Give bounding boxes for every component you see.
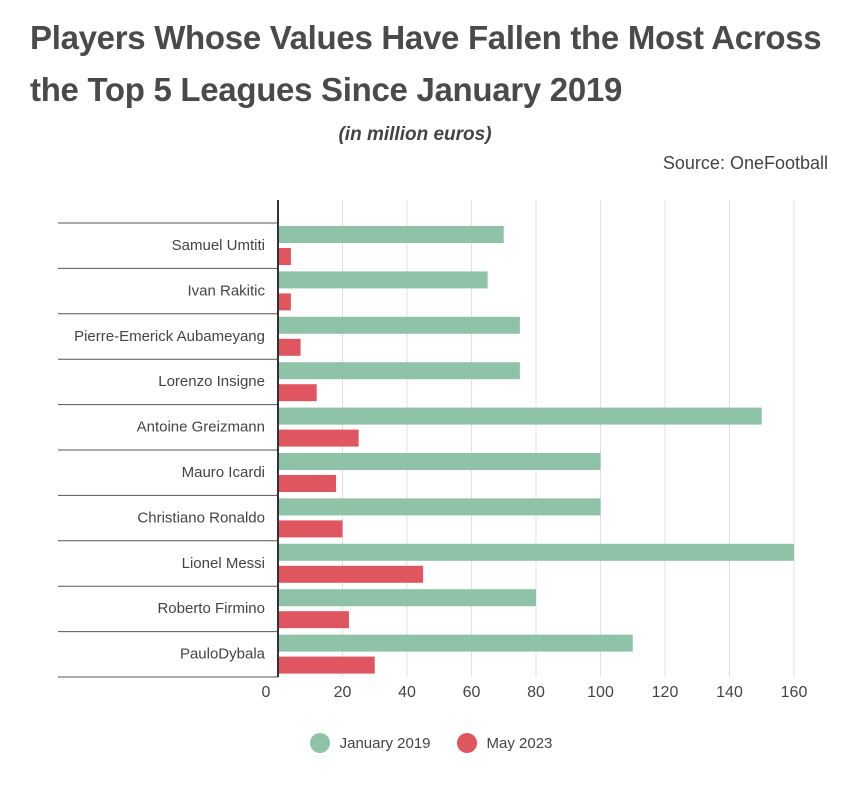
bar-january-2019	[278, 589, 536, 607]
bar-may-2023	[278, 475, 337, 492]
bar-january-2019	[278, 453, 601, 470]
chart-legend: January 2019 May 2023	[0, 733, 862, 753]
x-tick-label: 100	[587, 684, 614, 701]
source-note: Source: OneFootball	[662, 153, 828, 173]
x-tick-label: 60	[463, 684, 481, 701]
x-tick-label: 0	[262, 684, 271, 701]
bar-may-2023	[278, 248, 291, 265]
legend-item-may-2023: May 2023	[456, 733, 553, 753]
chart-subtitle: (in million euros)	[338, 124, 492, 145]
x-tick-label: 160	[781, 684, 808, 701]
x-tick-label: 80	[527, 684, 545, 701]
bar-may-2023	[278, 611, 349, 629]
x-tick-label: 140	[716, 684, 743, 701]
bar-january-2019	[278, 498, 601, 516]
bar-january-2019	[278, 634, 633, 652]
bar-may-2023	[278, 338, 301, 356]
category-label: Christiano Ronaldo	[137, 509, 265, 526]
bar-may-2023	[278, 384, 317, 402]
legend-item-january-2019: January 2019	[309, 733, 431, 753]
category-label: Lorenzo Insigne	[158, 373, 265, 390]
bar-chart: Samuel Umtiti Ivan Rakitic Pierre-Emerick …	[58, 200, 808, 701]
category-label: Samuel Umtiti	[172, 237, 265, 254]
bar-may-2023	[278, 293, 291, 311]
bar-january-2019	[278, 271, 488, 289]
chart-title: Players Whose Values Have Fallen the Mos…	[30, 19, 822, 108]
category-label: Pierre-Emerick Aubameyang	[74, 328, 265, 345]
category-label: Ivan Rakitic	[187, 282, 265, 299]
legend-label-may-2023: May 2023	[486, 734, 553, 752]
bar-may-2023	[278, 429, 359, 447]
legend-swatch-may-2023	[456, 733, 477, 753]
legend-swatch-january-2019	[309, 733, 330, 753]
category-label: Lionel Messi	[182, 555, 265, 572]
bar-january-2019	[278, 362, 520, 380]
bar-january-2019	[278, 226, 504, 243]
bar-may-2023	[278, 565, 424, 583]
x-tick-label: 120	[652, 684, 679, 701]
bar-may-2023	[278, 520, 343, 538]
legend-label-january-2019: January 2019	[339, 734, 431, 752]
x-tick-label: 40	[398, 684, 416, 701]
x-tick-label: 20	[334, 684, 352, 701]
bar-january-2019	[278, 407, 762, 425]
bar-january-2019	[278, 316, 520, 334]
category-label: PauloDybala	[180, 646, 266, 663]
category-label: Roberto Firmino	[157, 600, 265, 617]
category-label: Antoine Greizmann	[137, 419, 265, 436]
category-label: Mauro Icardi	[182, 464, 265, 481]
bar-may-2023	[278, 656, 375, 674]
bar-january-2019	[278, 543, 794, 561]
